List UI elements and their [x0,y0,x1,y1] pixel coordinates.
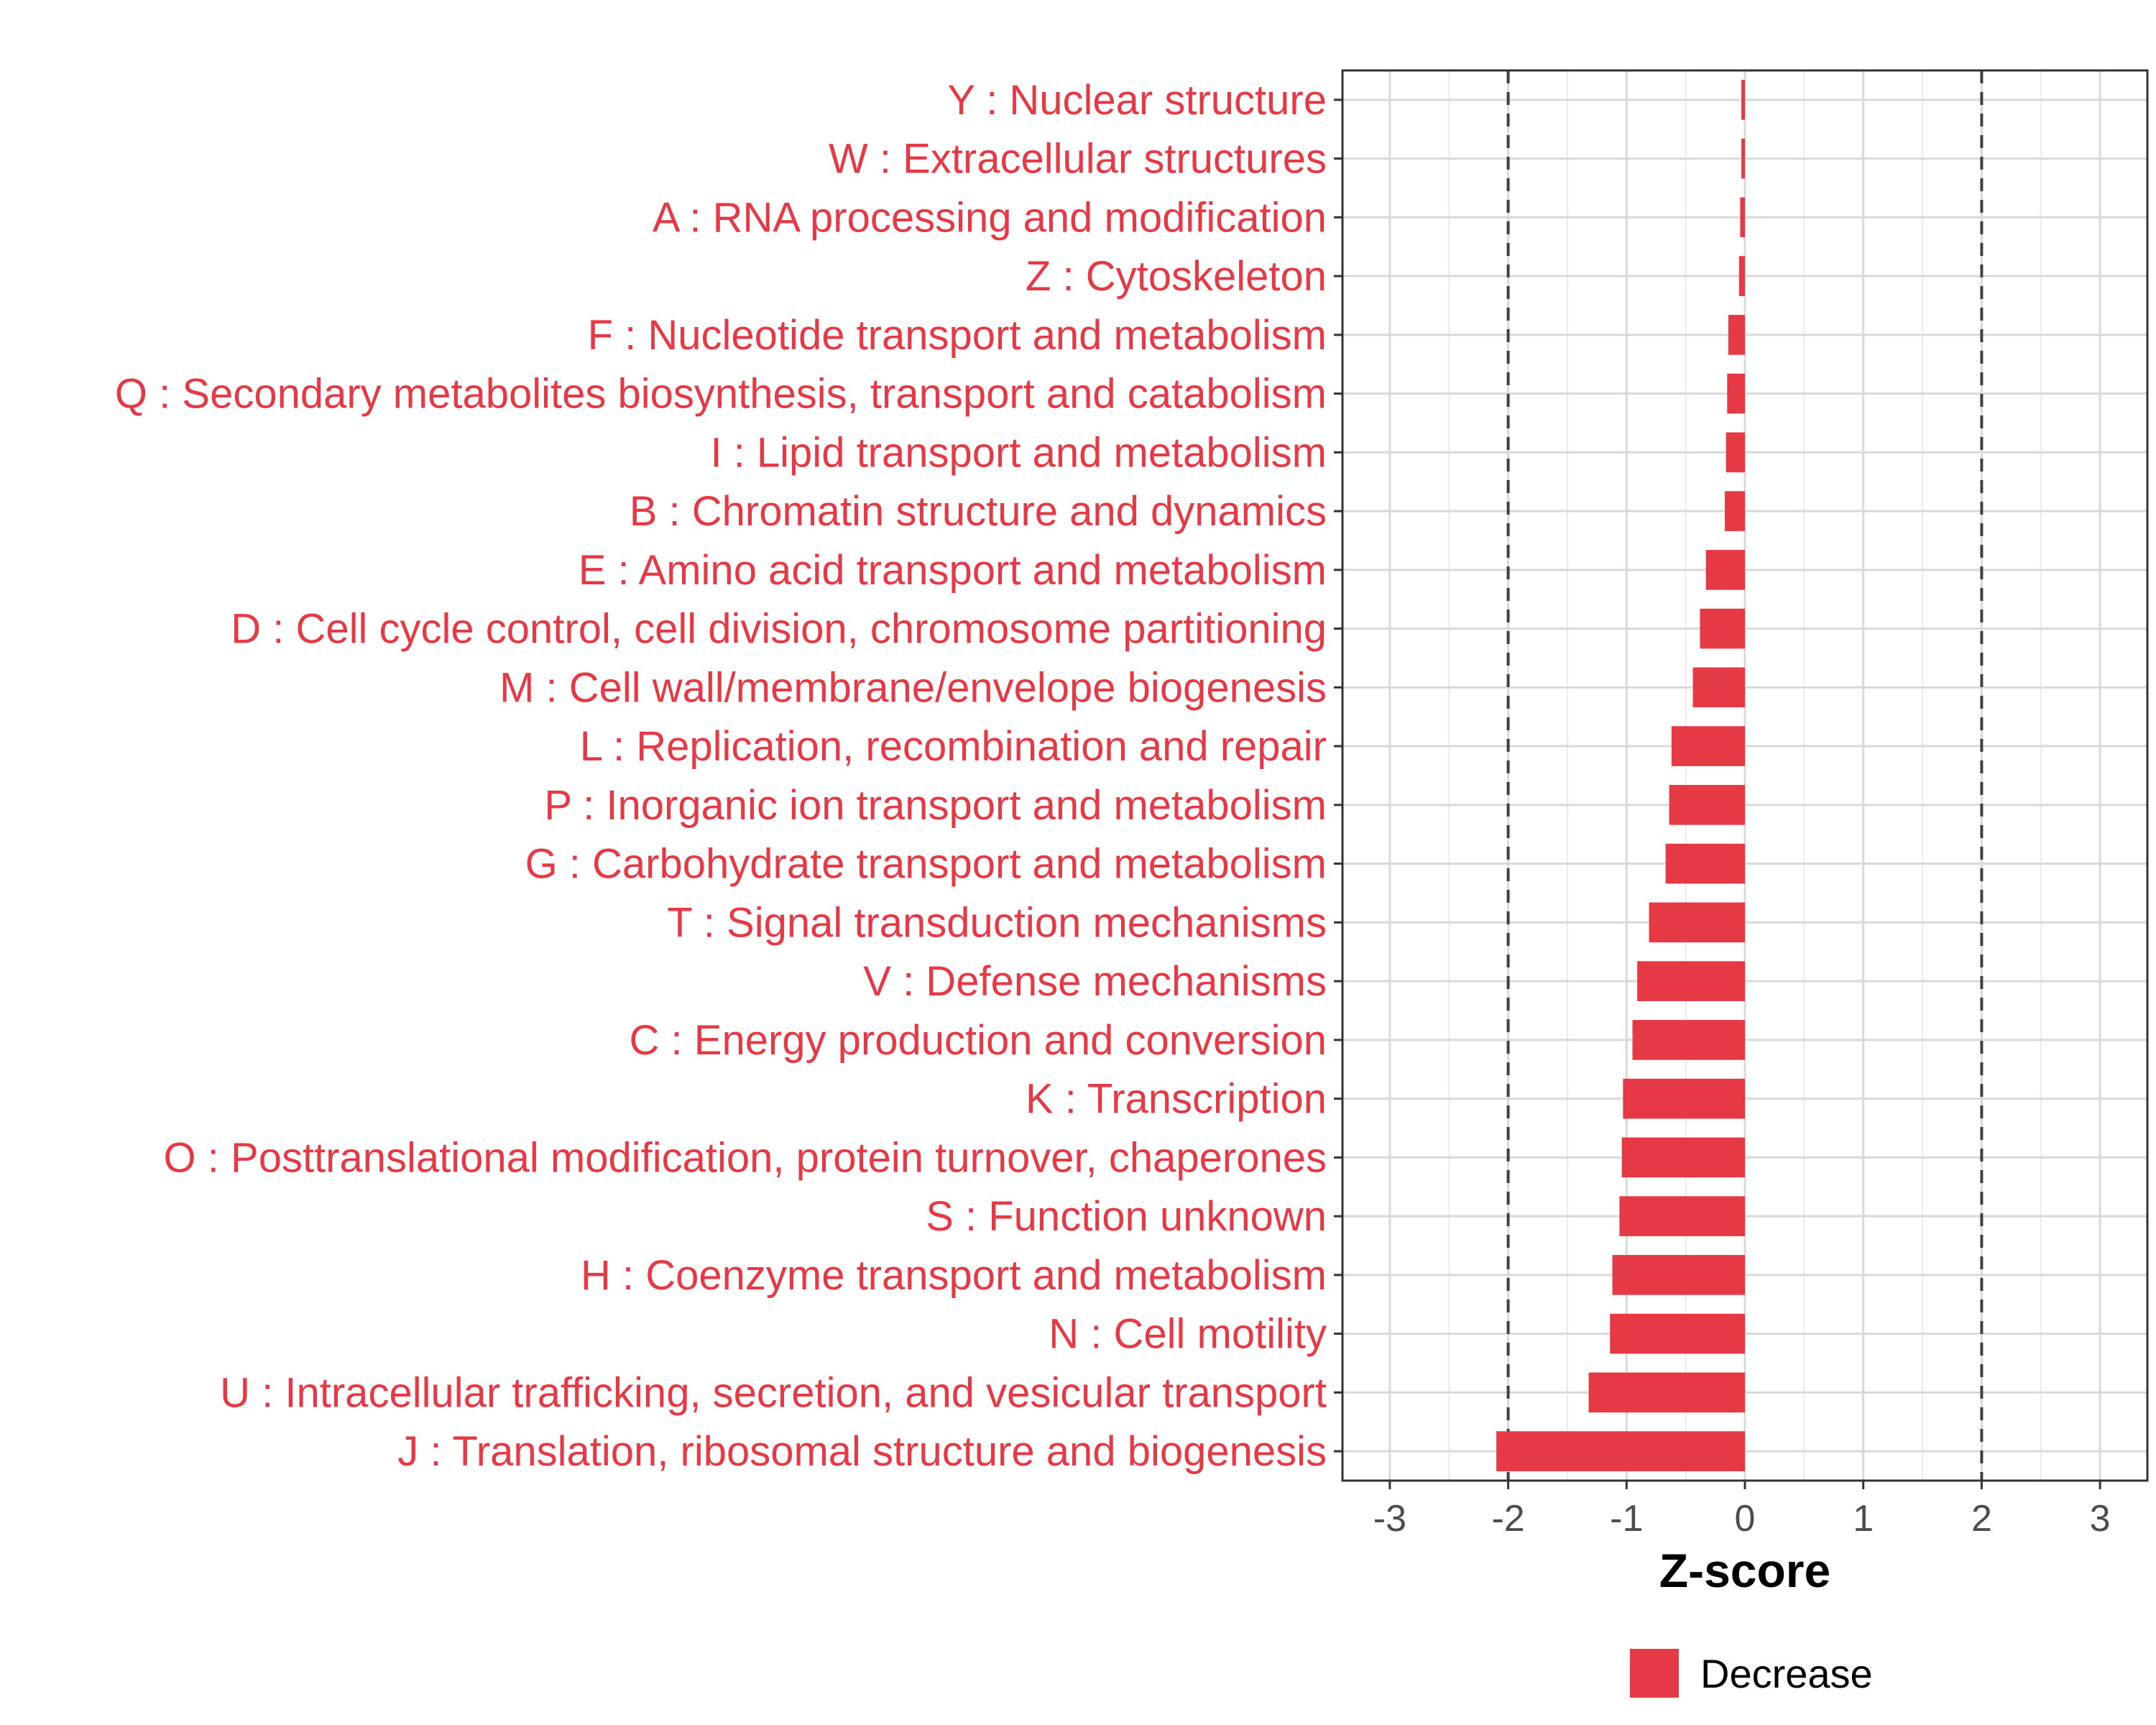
bar [1726,432,1745,473]
x-tick-labels: -3 -2 -1 0 1 2 3 [1373,1498,2111,1540]
bar [1725,491,1745,531]
bar [1496,1431,1745,1471]
bar [1727,373,1745,414]
bar [1621,1137,1745,1178]
category-label: O : Posttranslational modification, prot… [164,1134,1327,1181]
bar [1728,315,1745,355]
category-label: N : Cell motility [1049,1311,1327,1358]
category-label: A : RNA processing and modification [653,194,1327,241]
category-label: K : Transcription [1026,1076,1327,1123]
category-label: I : Lipid transport and metabolism [710,429,1327,476]
category-labels: Y : Nuclear structure W : Extracellular s… [115,77,1327,1475]
category-label: F : Nucleotide transport and metabolism [588,312,1327,359]
bar [1588,1372,1745,1413]
bar [1738,256,1745,296]
x-axis-title: Z-score [1659,1544,1830,1597]
bar [1741,80,1745,120]
bar [1632,1020,1745,1060]
bar [1612,1255,1745,1295]
bars [1496,80,1745,1471]
threshold-lines [1506,70,1984,1481]
category-label: L : Replication, recombination and repai… [580,723,1327,770]
category-label: Q : Secondary metabolites biosynthesis, … [115,371,1327,418]
legend-label-decrease: Decrease [1700,1651,1873,1696]
bar [1665,843,1745,884]
category-label: Z : Cytoskeleton [1026,253,1327,300]
category-label: S : Function unknown [926,1193,1327,1240]
category-label: J : Translation, ribosomal structure and… [397,1428,1327,1475]
bar [1610,1313,1745,1354]
category-label: P : Inorganic ion transport and metaboli… [544,782,1327,829]
category-label: U : Intracellular trafficking, secretion… [220,1369,1327,1416]
bar [1649,902,1745,943]
bar [1637,961,1745,1001]
legend: Decrease [1630,1649,1873,1698]
y-axis-ticks [1334,98,1342,1453]
x-tick-label: 1 [1853,1498,1874,1540]
category-label: B : Chromatin structure and dynamics [630,488,1327,535]
category-label: V : Defense mechanisms [863,958,1327,1005]
category-label: D : Cell cycle control, cell division, c… [231,606,1327,653]
bar [1623,1078,1745,1119]
x-tick-label: -3 [1373,1498,1406,1540]
category-label: Y : Nuclear structure [947,77,1327,124]
category-label: E : Amino acid transport and metabolism [579,547,1327,594]
x-tick-label: 2 [1971,1498,1992,1540]
x-tick-label: 3 [2090,1498,2111,1540]
category-label: G : Carbohydrate transport and metabolis… [525,841,1327,888]
category-label: W : Extracellular structures [829,136,1327,183]
x-axis-ticks [1388,1481,2101,1489]
bar [1669,785,1745,825]
bar [1705,550,1745,590]
x-tick-label: -1 [1610,1498,1643,1540]
category-label: H : Coenzyme transport and metabolism [581,1252,1327,1299]
bar [1692,667,1745,708]
x-tick-label: 0 [1735,1498,1756,1540]
legend-swatch-decrease [1630,1649,1679,1698]
category-label: C : Energy production and conversion [630,1017,1327,1064]
bar [1619,1196,1745,1236]
bar [1741,138,1745,179]
bar [1740,197,1745,238]
bar [1700,608,1745,649]
bar [1671,726,1745,766]
category-label: T : Signal transduction mechanisms [667,899,1327,946]
x-tick-label: -2 [1491,1498,1524,1540]
category-label: M : Cell wall/membrane/envelope biogenes… [499,664,1327,711]
